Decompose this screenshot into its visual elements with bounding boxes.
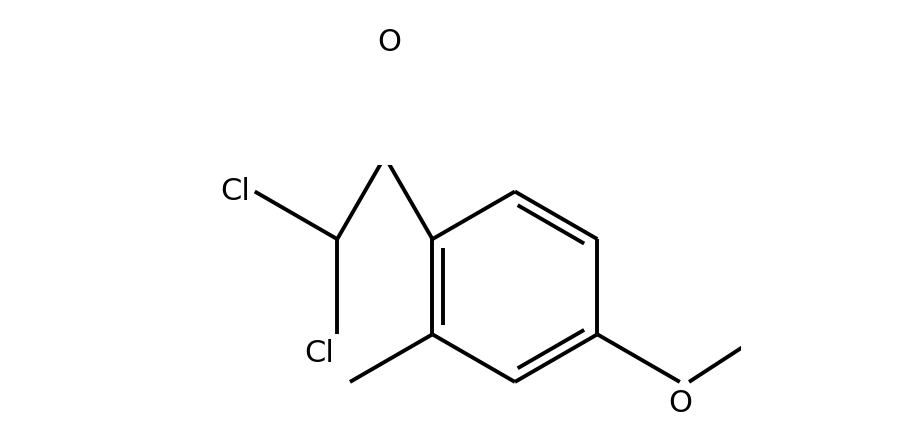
Text: Cl: Cl xyxy=(304,339,334,368)
Text: O: O xyxy=(376,27,401,56)
Text: Cl: Cl xyxy=(220,177,250,206)
Text: O: O xyxy=(667,389,692,418)
